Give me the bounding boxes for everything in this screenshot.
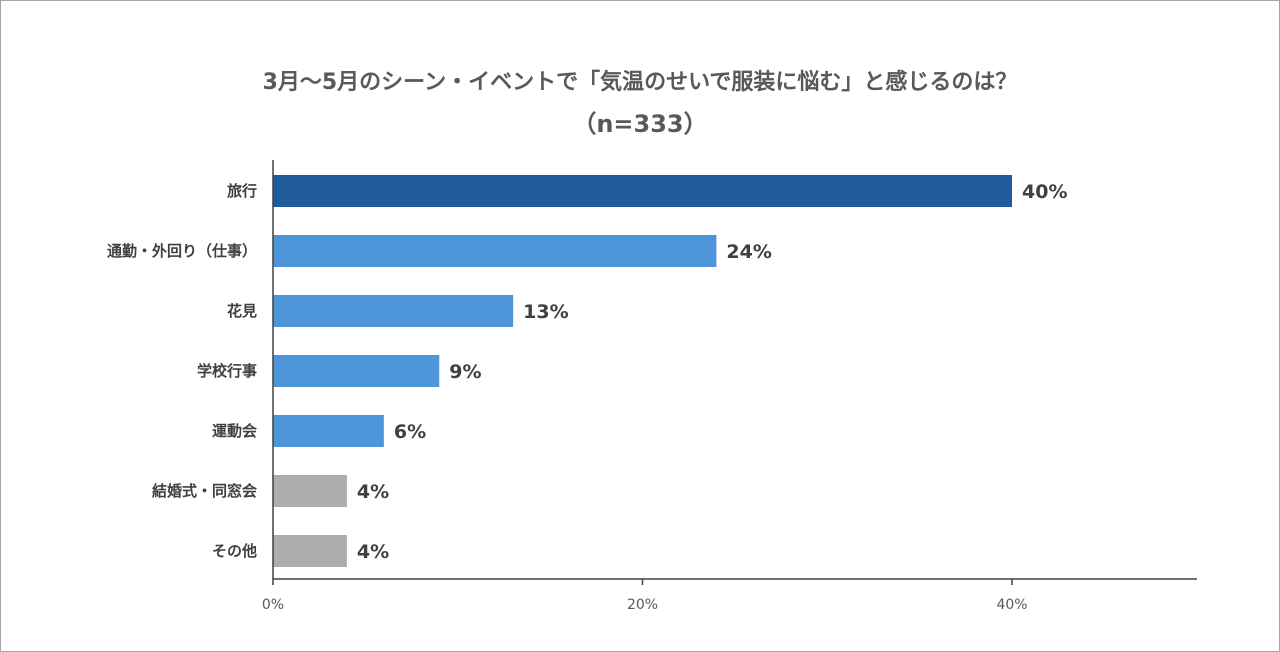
- chart-subtitle: （n=333）: [572, 110, 708, 138]
- data-label: 4%: [357, 541, 389, 563]
- data-label: 6%: [394, 421, 426, 443]
- category-label: その他: [212, 542, 257, 560]
- category-label: 通勤・外回り（仕事）: [107, 242, 257, 260]
- category-label: 運動会: [212, 422, 257, 440]
- bar-6: [273, 475, 347, 507]
- data-label: 4%: [357, 481, 389, 503]
- data-label: 13%: [523, 301, 568, 323]
- data-label: 9%: [449, 361, 481, 383]
- data-label: 40%: [1022, 181, 1067, 203]
- category-label: 結婚式・同窓会: [152, 482, 257, 500]
- bar-4: [273, 355, 440, 387]
- chart-title: 3月～5月のシーン・イベントで「気温のせいで服装に悩む」と感じるのは？: [262, 70, 1018, 95]
- x-tick-label: 0%: [262, 597, 284, 613]
- bar-1: [273, 175, 1012, 207]
- bar-5: [273, 415, 384, 447]
- data-label: 24%: [726, 241, 771, 263]
- category-label: 旅行: [227, 182, 257, 200]
- x-tick-label: 40%: [996, 597, 1027, 613]
- category-label: 学校行事: [197, 362, 257, 380]
- bar-3: [273, 295, 514, 327]
- category-label: 花見: [227, 302, 257, 320]
- x-tick-label: 20%: [627, 597, 658, 613]
- bar-7: [273, 535, 347, 567]
- bar-2: [273, 235, 717, 267]
